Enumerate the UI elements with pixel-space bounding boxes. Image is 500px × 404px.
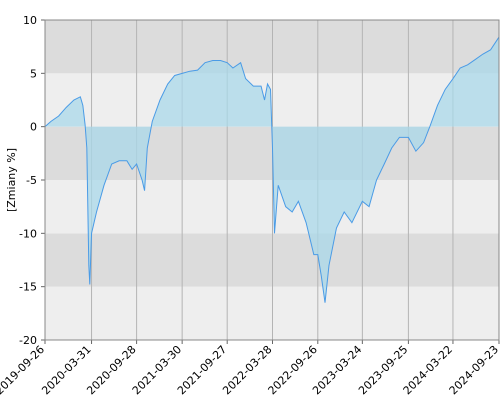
y-tick-label: 5 bbox=[30, 67, 37, 80]
y-tick-label: -20 bbox=[19, 334, 37, 347]
x-tick-label: 2024-09-23 bbox=[447, 343, 500, 397]
y-tick-label: 0 bbox=[30, 121, 37, 134]
plot-frame bbox=[44, 19, 500, 341]
y-tick-label: -5 bbox=[26, 174, 37, 187]
line bbox=[44, 36, 500, 303]
y-axis-label: [Zmiany %] bbox=[5, 148, 18, 212]
y-tick-label: 10 bbox=[23, 14, 37, 27]
y-tick-label: -15 bbox=[19, 281, 37, 294]
y-tick-label: -10 bbox=[19, 227, 37, 240]
